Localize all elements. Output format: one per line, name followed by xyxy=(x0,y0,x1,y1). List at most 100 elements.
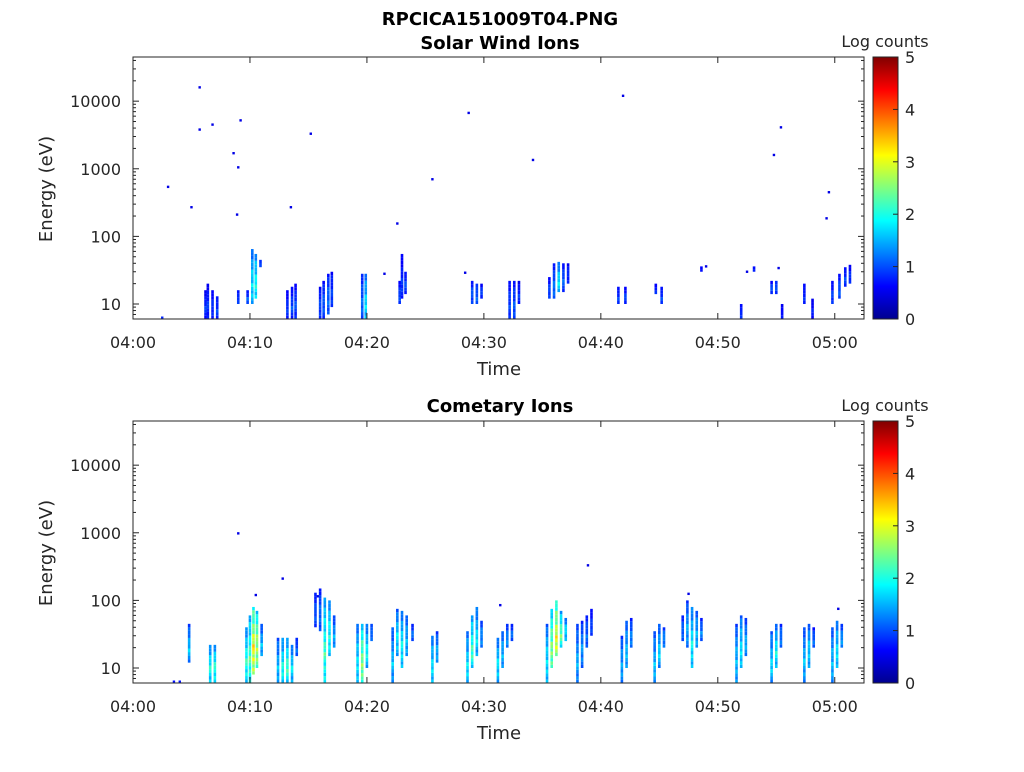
heatmap-cell xyxy=(681,621,685,626)
panel-title: Cometary Ions xyxy=(427,396,574,417)
heatmap-cell xyxy=(396,222,399,225)
heatmap-cell xyxy=(208,662,212,666)
heatmap-cell xyxy=(276,679,280,683)
heatmap-cell xyxy=(475,290,479,294)
heatmap-cell xyxy=(700,627,703,632)
heatmap-cell xyxy=(585,628,589,632)
heatmap-cell xyxy=(555,642,558,646)
heatmap-cell xyxy=(625,627,628,631)
heatmap-cell xyxy=(843,283,847,287)
heatmap-cell xyxy=(470,287,474,291)
heatmap-cell xyxy=(286,655,289,659)
heatmap-cell xyxy=(391,644,394,649)
heatmap-cell xyxy=(365,654,369,658)
heatmap-cell xyxy=(838,273,841,278)
heatmap-cell xyxy=(360,280,364,285)
y-tick-label: 100 xyxy=(90,227,121,246)
heatmap-cell xyxy=(295,652,299,657)
heatmap-cell xyxy=(431,639,434,643)
heatmap-cell xyxy=(545,653,549,657)
heatmap-cell xyxy=(770,280,773,285)
heatmap-cell xyxy=(807,627,811,631)
heatmap-cell xyxy=(505,627,509,631)
heatmap-cell xyxy=(470,631,474,636)
heatmap-cell xyxy=(548,284,551,288)
panel-cometary-ions: Cometary Ions 04:00 04:10 04:20 04:30 04:40 0… xyxy=(36,396,929,744)
heatmap-cell xyxy=(276,655,280,659)
heatmap-cell xyxy=(835,634,839,638)
heatmap-cell xyxy=(475,610,479,614)
heatmap-cell xyxy=(580,640,584,645)
heatmap-cell xyxy=(517,300,521,305)
heatmap-cell xyxy=(625,640,628,645)
x-tick-label: 04:10 xyxy=(227,333,273,352)
heatmap-cell xyxy=(360,646,364,651)
heatmap-cell xyxy=(552,280,556,285)
heatmap-cell xyxy=(831,297,834,301)
heatmap-cell xyxy=(590,625,593,630)
heatmap-cell xyxy=(843,280,847,284)
heatmap-cell xyxy=(559,620,563,625)
heatmap-cell xyxy=(245,637,248,642)
heatmap-cell xyxy=(835,654,839,658)
heatmap-cell xyxy=(332,634,336,638)
heatmap-cell xyxy=(255,627,259,632)
y-tick-label: 1000 xyxy=(80,524,121,543)
heatmap-cell xyxy=(475,293,479,298)
heatmap-cell xyxy=(178,680,181,683)
heatmap-cell xyxy=(252,623,255,628)
heatmap-cell xyxy=(840,640,844,645)
heatmap-cell xyxy=(260,623,263,628)
heatmap-cell xyxy=(735,640,738,644)
heatmap-cell xyxy=(770,669,773,673)
heatmap-cell xyxy=(294,290,297,295)
heatmap-cell xyxy=(364,291,368,295)
heatmap-cell xyxy=(744,628,748,632)
heatmap-cell xyxy=(286,679,289,683)
heatmap-cell xyxy=(835,647,839,652)
heatmap-cell xyxy=(281,655,285,659)
heatmap-cell xyxy=(770,284,773,288)
heatmap-cell xyxy=(323,638,327,643)
heatmap-cell xyxy=(400,637,404,642)
heatmap-cell xyxy=(803,658,806,663)
heatmap-cell xyxy=(286,302,289,307)
heatmap-cell xyxy=(252,671,255,675)
heatmap-cell xyxy=(323,611,327,615)
heatmap-cell xyxy=(835,627,839,631)
heatmap-cell xyxy=(400,257,404,261)
heatmap-cell xyxy=(496,658,500,663)
x-tick-label: 04:20 xyxy=(344,697,390,716)
heatmap-cell xyxy=(252,613,255,618)
heatmap-cell xyxy=(365,644,369,648)
heatmap-cell xyxy=(235,213,239,216)
heatmap-cell xyxy=(566,270,570,274)
heatmap-cell xyxy=(400,641,404,645)
heatmap-cell xyxy=(744,631,748,636)
heatmap-cell xyxy=(475,629,479,634)
heatmap-cell xyxy=(290,293,294,297)
heatmap-cell xyxy=(739,311,743,316)
x-tick-label: 04:30 xyxy=(461,333,507,352)
heatmap-cell xyxy=(499,603,502,607)
heatmap-cell xyxy=(470,664,474,669)
heatmap-cell xyxy=(744,621,748,625)
heatmap-cell xyxy=(286,658,289,663)
heatmap-cell xyxy=(245,627,248,631)
heatmap-cell xyxy=(328,645,331,650)
heatmap-cell xyxy=(254,267,258,272)
heatmap-cell xyxy=(686,613,689,618)
heatmap-cell xyxy=(250,276,254,280)
heatmap-cell xyxy=(545,630,549,634)
heatmap-cell xyxy=(475,646,479,650)
heatmap-cell xyxy=(213,648,217,652)
heatmap-cell xyxy=(735,633,738,637)
heatmap-cell xyxy=(508,298,511,302)
heatmap-cell xyxy=(848,274,852,278)
heatmap-cell xyxy=(323,669,327,673)
heatmap-cell xyxy=(356,646,359,651)
heatmap-cell xyxy=(555,624,558,629)
heatmap-cell xyxy=(360,312,364,316)
heatmap-cell xyxy=(466,631,469,635)
heatmap-cell xyxy=(255,637,259,642)
